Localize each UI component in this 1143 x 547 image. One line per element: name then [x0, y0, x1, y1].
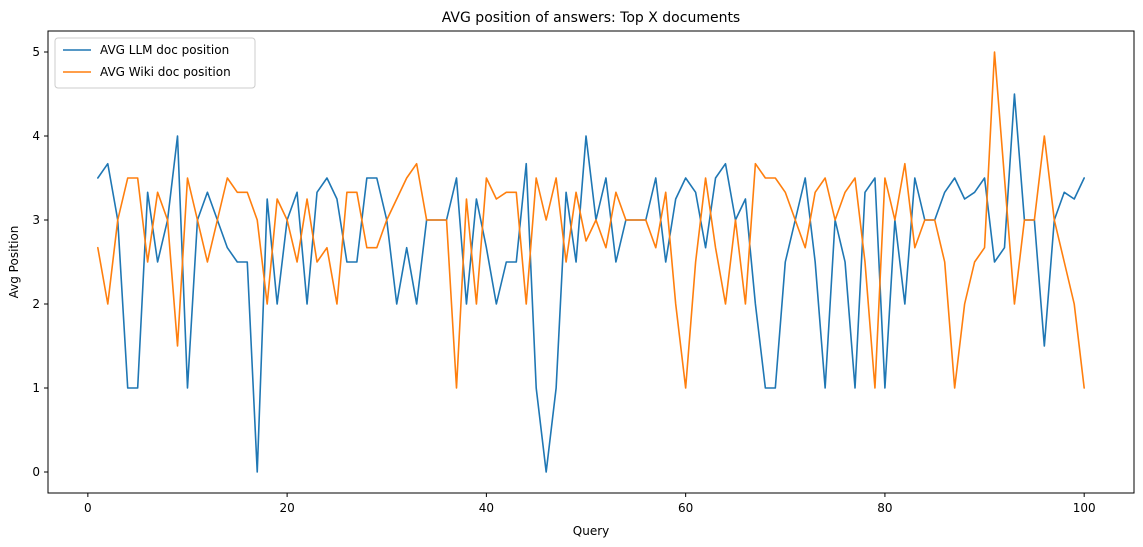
x-tick-label: 100: [1073, 501, 1096, 515]
x-tick-label: 20: [279, 501, 294, 515]
x-axis-label: Query: [573, 524, 609, 538]
legend-label-llm: AVG LLM doc position: [100, 43, 229, 57]
x-tick-label: 80: [877, 501, 892, 515]
legend-label-wiki: AVG Wiki doc position: [100, 65, 231, 79]
y-tick-label: 4: [32, 129, 40, 143]
series-line-wiki: [97, 51, 1085, 389]
x-tick-label: 0: [84, 501, 92, 515]
series-line-llm: [97, 93, 1085, 473]
y-tick-label: 2: [32, 297, 40, 311]
legend-box: [54, 37, 256, 89]
y-tick-label: 3: [32, 213, 40, 227]
plot-area-frame: [47, 30, 1135, 494]
x-tick-label: 40: [479, 501, 494, 515]
series-layer: [97, 51, 1085, 473]
x-tick-label: 60: [678, 501, 693, 515]
y-tick-label: 5: [32, 45, 40, 59]
y-axis-label: Avg Position: [7, 226, 21, 299]
y-tick-label: 0: [32, 465, 40, 479]
y-tick-label: 1: [32, 381, 40, 395]
axis-ticks: 0 20 40 60 80 100 0 1 2 3 4 5: [32, 45, 1095, 515]
chart-title: AVG position of answers: Top X documents: [442, 10, 740, 26]
legend: AVG LLM doc position AVG Wiki doc positi…: [54, 37, 256, 89]
